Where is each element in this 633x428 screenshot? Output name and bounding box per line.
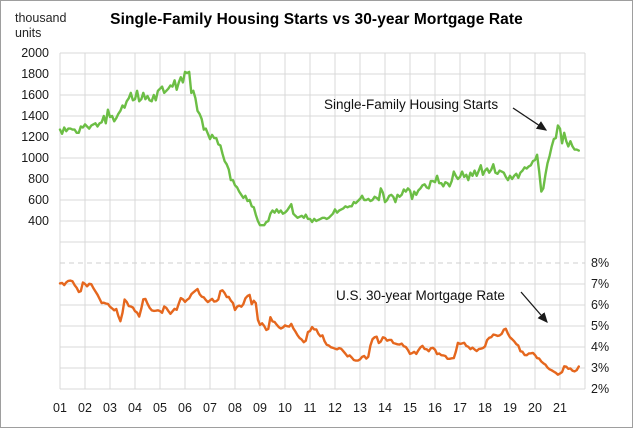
x-axis-tick-label: 20 [528,401,542,415]
left-axis-tick-label: 400 [28,214,49,228]
left-axis-tick-label: 800 [28,172,49,186]
right-axis-tick-label: 7% [591,277,610,291]
right-axis-tick-label: 5% [591,319,610,333]
x-axis-tick-label: 06 [178,401,192,415]
x-axis-tick-label: 01 [53,401,67,415]
x-axis-tick-label: 12 [328,401,342,415]
x-axis-tick-label: 11 [303,401,317,415]
x-axis-tick-label: 02 [78,401,92,415]
chart-title: Single-Family Housing Starts vs 30-year … [110,11,523,28]
left-axis-tick-label: 1600 [21,88,49,102]
left-axis-unit-line2: units [15,26,42,40]
left-axis-tick-label: 600 [28,193,49,207]
right-axis-tick-label: 8% [591,256,610,270]
x-axis-tick-label: 15 [403,401,417,415]
x-axis-tick-label: 14 [378,401,392,415]
left-axis-tick-label: 1800 [21,67,49,81]
left-axis-tick-label: 2000 [21,46,49,60]
left-axis-unit-label: thousand units [15,11,66,41]
x-axis-tick-label: 21 [553,401,567,415]
x-axis-tick-label: 13 [353,401,367,415]
x-axis-tick-label: 04 [128,401,142,415]
x-axis-tick-label: 05 [153,401,167,415]
right-axis-tick-label: 3% [591,361,610,375]
x-axis-tick-label: 07 [203,401,217,415]
right-axis-tick-label: 2% [591,382,610,396]
annotation-mortgage-rate: U.S. 30-year Mortgage Rate [336,288,505,303]
x-axis-tick-label: 03 [103,401,117,415]
x-axis-tick-label: 16 [428,401,442,415]
left-axis-unit-line1: thousand [15,11,67,25]
x-axis-tick-label: 17 [453,401,467,415]
x-axis-tick-label: 09 [253,401,267,415]
x-axis-tick-label: 08 [228,401,242,415]
annotation-housing-starts: Single-Family Housing Starts [324,97,499,112]
x-axis-tick-label: 10 [278,401,292,415]
left-axis-tick-label: 1400 [21,109,49,123]
x-axis-tick-label: 19 [503,401,517,415]
right-axis-tick-label: 6% [591,298,610,312]
left-axis-tick-label: 1200 [21,130,49,144]
right-axis-tick-label: 4% [591,340,610,354]
left-axis-tick-label: 1000 [21,151,49,165]
x-axis-tick-label: 18 [478,401,492,415]
